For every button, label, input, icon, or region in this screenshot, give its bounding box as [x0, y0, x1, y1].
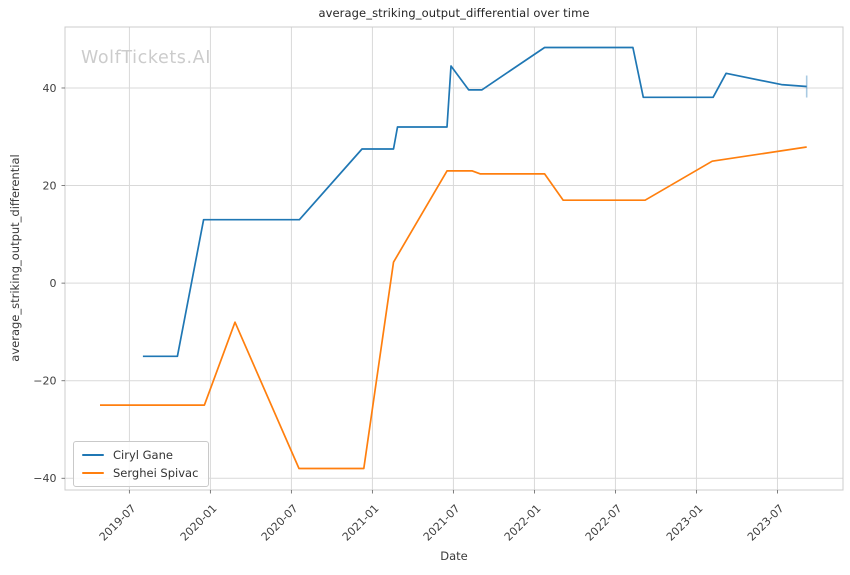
y-tick-label: −40: [33, 472, 56, 485]
x-axis-label: Date: [440, 549, 468, 563]
x-tick-label: 2019-07: [97, 502, 139, 544]
y-tick-label: 40: [43, 82, 57, 95]
legend-item-ciryl-gane: Ciryl Gane: [82, 448, 200, 462]
legend-label: Ciryl Gane: [113, 448, 173, 462]
legend-line-swatch-blue: [82, 453, 104, 457]
legend-line-swatch-orange: [82, 471, 104, 475]
legend: Ciryl Gane Serghei Spivac: [73, 441, 209, 487]
x-tick-label: 2023-07: [745, 502, 787, 544]
x-tick-label: 2021-07: [421, 502, 463, 544]
chart-title: average_striking_output_differential ove…: [318, 6, 590, 20]
x-tick-label: 2020-07: [259, 502, 301, 544]
x-tick-label: 2023-01: [664, 502, 706, 544]
y-tick-label: 20: [43, 179, 57, 192]
legend-item-serghei-spivac: Serghei Spivac: [82, 466, 200, 480]
x-tick-label: 2021-01: [340, 502, 382, 544]
plot-area-border: [64, 26, 844, 491]
x-tick-label: 2020-01: [178, 502, 220, 544]
y-tick-label: −20: [33, 375, 56, 388]
series-line-ciryl-gane: [142, 46, 807, 358]
watermark: WolfTickets.AI: [81, 48, 211, 68]
legend-label: Serghei Spivac: [113, 466, 199, 480]
y-tick-label: 0: [50, 277, 57, 290]
y-axis-label: average_striking_output_differential: [8, 154, 22, 362]
x-tick-label: 2022-01: [502, 502, 544, 544]
series-line-serghei-spivac: [100, 146, 807, 470]
x-tick-label: 2022-07: [583, 502, 625, 544]
